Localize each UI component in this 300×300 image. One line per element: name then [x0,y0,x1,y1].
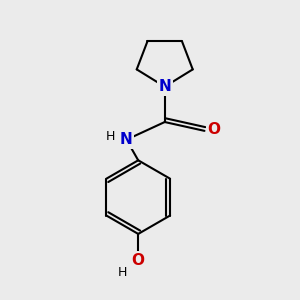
Text: H: H [117,266,127,279]
Text: O: O [132,253,145,268]
Text: O: O [207,122,220,137]
Text: N: N [120,132,133,147]
Text: H: H [106,130,115,143]
Text: N: N [158,79,171,94]
